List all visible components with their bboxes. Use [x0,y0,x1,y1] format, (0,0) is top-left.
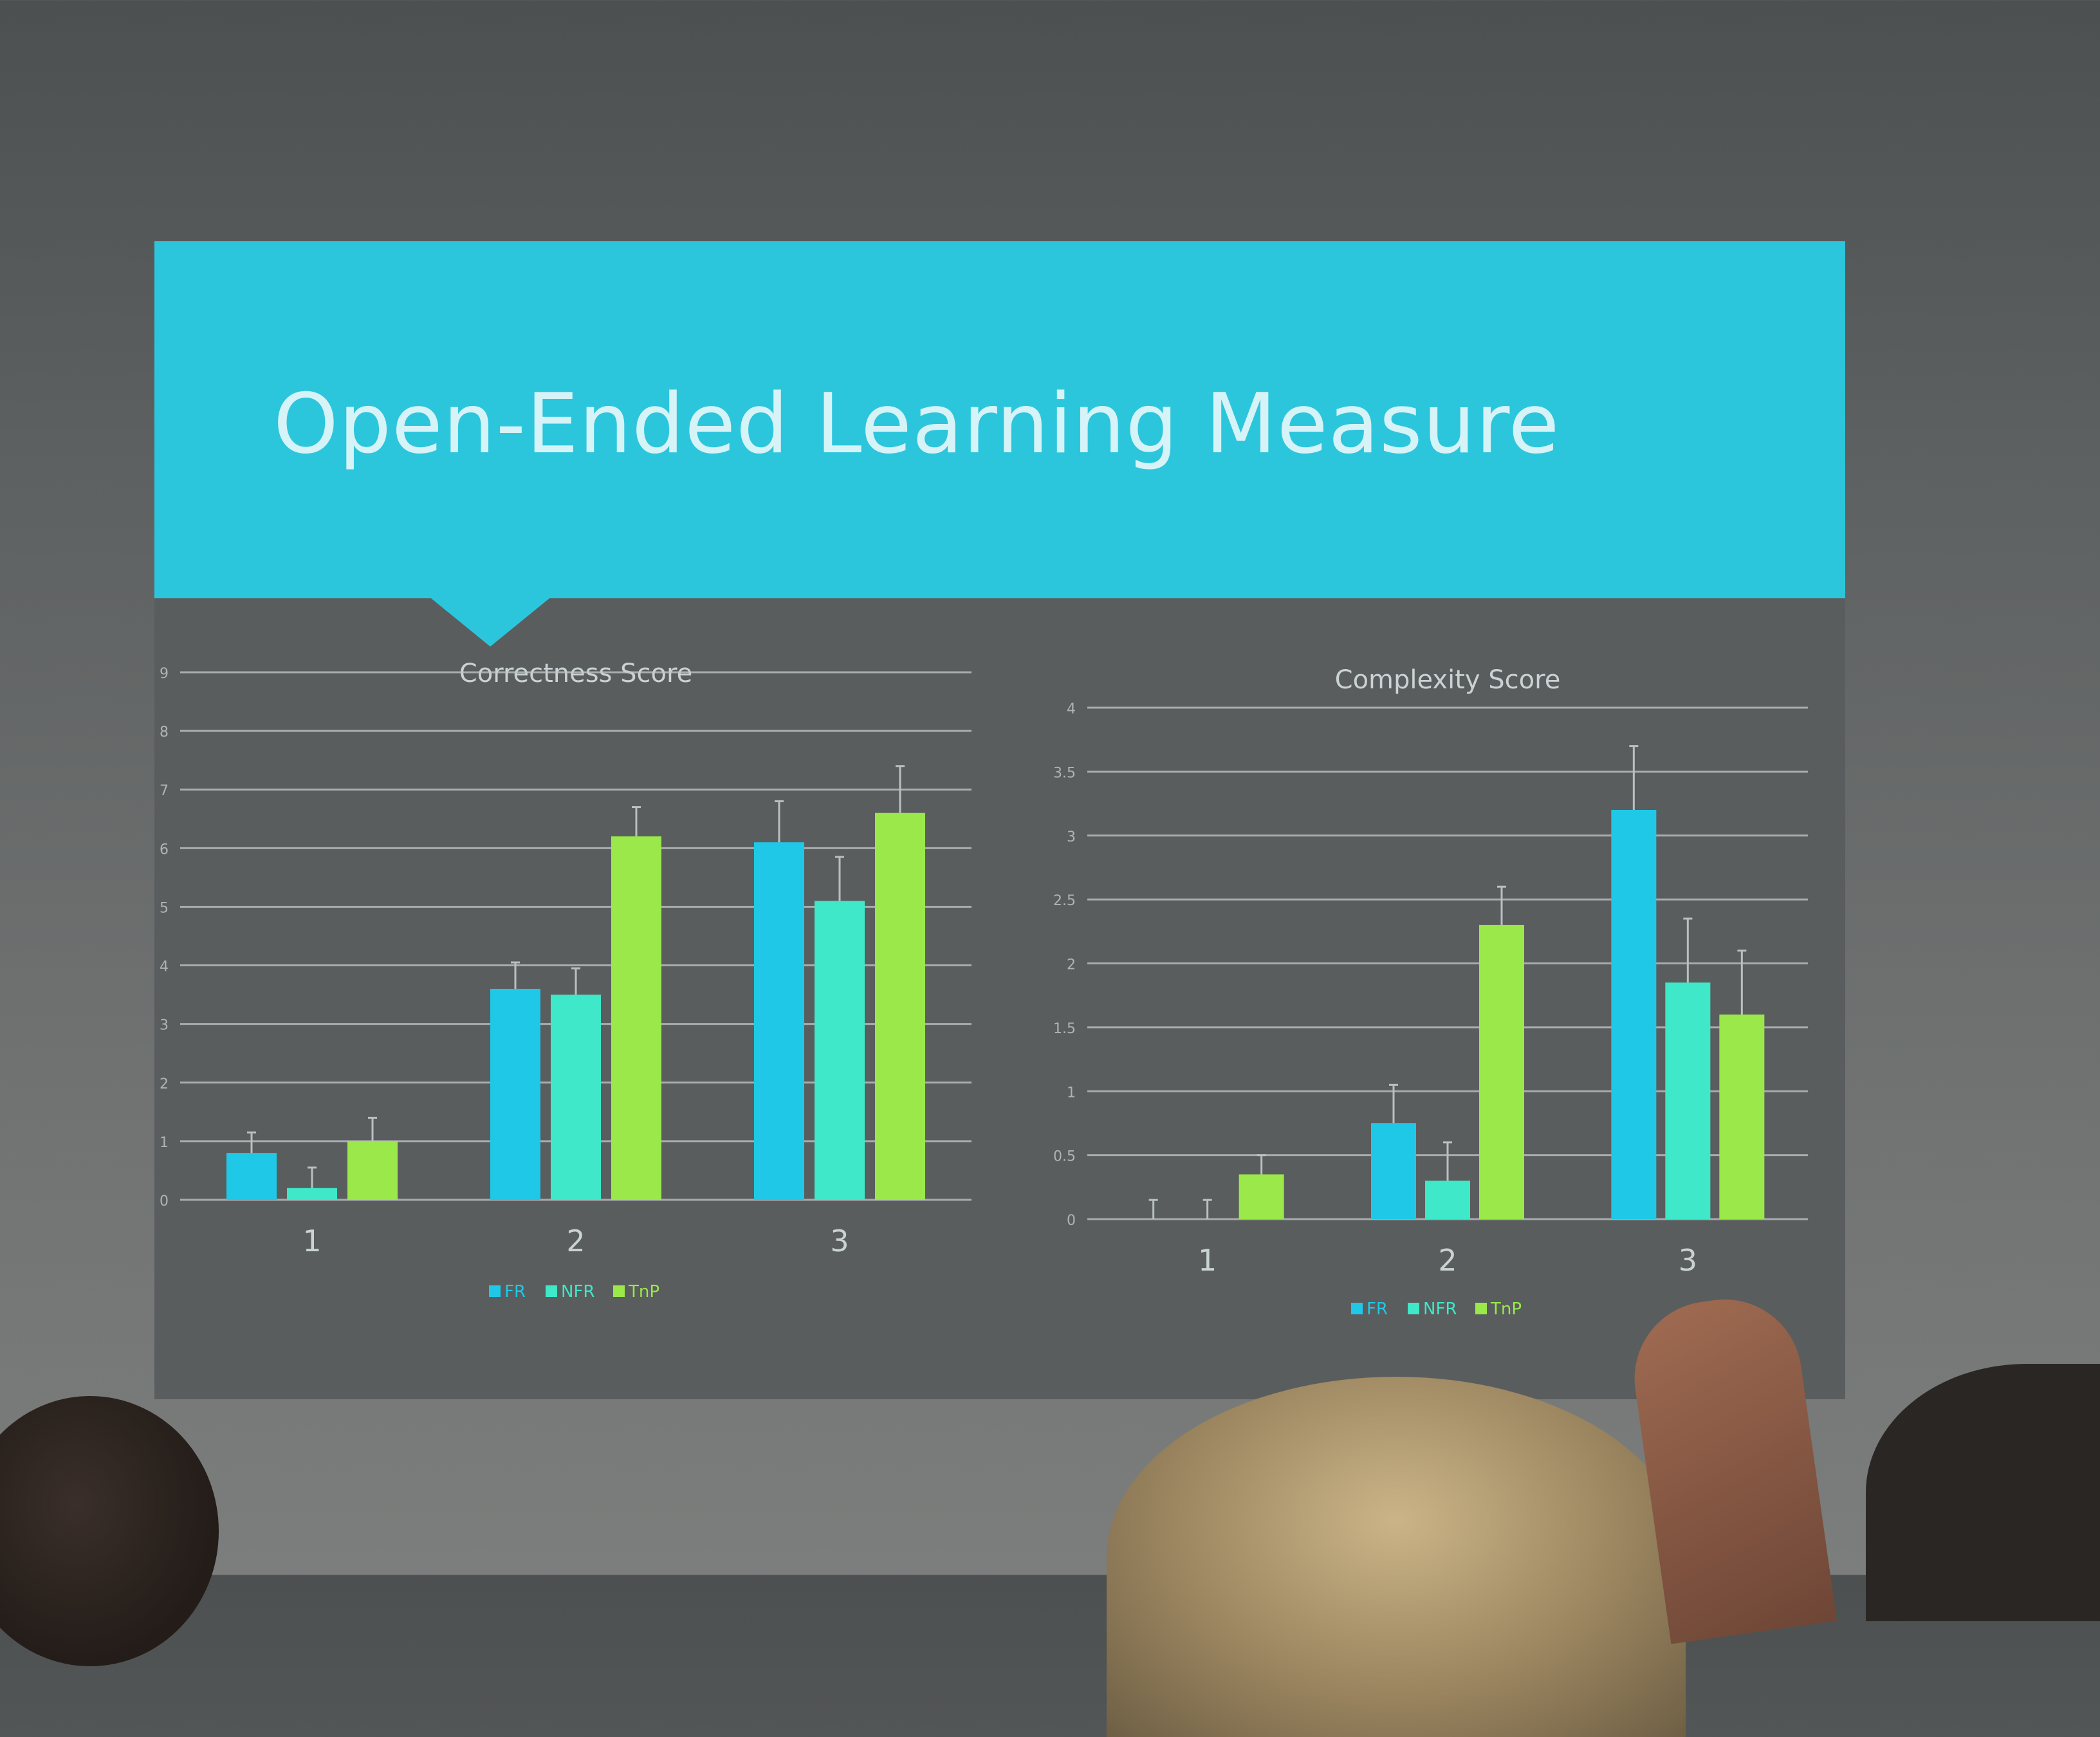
legend-swatch-nfr [546,1285,557,1297]
y-tick-label: 7 [160,783,169,799]
legend-label-nfr: NFR [561,1282,594,1301]
y-tick-label: 0.5 [1053,1149,1076,1165]
y-tick-label: 5 [160,900,169,916]
y-tick-label: 4 [1067,701,1076,717]
x-tick-label: 1 [1198,1243,1217,1278]
y-tick-label: 2 [160,1076,169,1092]
legend-label-tnp: TnP [628,1282,659,1301]
bar-fr-2 [1371,1123,1416,1219]
bar-fr-3 [754,842,804,1200]
y-tick-label: 3 [160,1018,169,1034]
title-banner: Open-Ended Learning Measure [154,241,1845,598]
banner-pointer [431,598,549,647]
x-tick-label: 1 [302,1224,321,1258]
y-tick-label: 1 [1067,1085,1076,1101]
x-tick-label: 2 [566,1224,585,1258]
bar-fr-1 [226,1153,277,1200]
y-tick-label: 4 [160,959,169,975]
legend-swatch-fr [1351,1303,1363,1314]
legend-swatch-nfr [1408,1303,1419,1314]
y-tick-label: 9 [160,666,169,682]
bar-nfr-2 [551,995,601,1200]
chart-title: Complexity Score [1335,665,1561,695]
x-tick-label: 3 [830,1224,849,1258]
legend-label-tnp: TnP [1490,1300,1522,1319]
y-tick-label: 0 [1067,1213,1076,1229]
legend-label-fr: FR [1367,1300,1388,1319]
y-tick-label: 6 [160,841,169,858]
correctness-chart: Correctness Score 0 1 2 3 4 5 6 7 8 9 1 2 3 FR NFR TnP [160,659,972,1301]
bar-tnp-1 [1239,1174,1284,1219]
y-tick-label: 0 [160,1193,169,1209]
bar-nfr-2 [1425,1181,1470,1219]
bar-nfr-3 [815,901,865,1200]
chart-title: Correctness Score [459,659,692,688]
complexity-chart: Complexity Score 0 0.5 1 1.5 2 2.5 3 3.5 4 1 2 3 FR NF… [1053,665,1808,1319]
slide-title: Open-Ended Learning Measure [273,376,1560,472]
legend-swatch-tnp [1475,1303,1487,1314]
audience-head-left [0,1396,219,1666]
y-tick-label: 2 [1067,957,1076,973]
bar-nfr-1 [287,1188,337,1200]
y-tick-label: 1 [160,1135,169,1151]
bar-tnp-2 [1479,924,1524,1219]
y-tick-label: 3 [1067,829,1076,845]
bar-tnp-3 [875,813,925,1200]
legend-swatch-tnp [613,1285,625,1297]
presenter-shoulder [1866,1364,2100,1621]
legend-label-nfr: NFR [1423,1300,1457,1319]
legend-label-fr: FR [504,1282,526,1301]
y-tick-label: 3.5 [1053,765,1076,781]
audience-head-center [1107,1377,1686,1737]
bar-tnp-2 [611,836,661,1200]
y-tick-label: 8 [160,724,169,740]
x-tick-label: 3 [1679,1243,1697,1278]
y-tick-label: 1.5 [1053,1021,1076,1037]
presentation-slide: Open-Ended Learning Measure Correctness … [154,241,1845,1399]
bar-tnp-3 [1719,1015,1765,1219]
bar-fr-3 [1611,810,1657,1219]
bar-nfr-3 [1665,982,1711,1219]
x-tick-label: 2 [1438,1243,1457,1278]
bar-fr-2 [490,989,540,1200]
y-tick-label: 2.5 [1053,893,1076,909]
legend-swatch-fr [489,1285,501,1297]
bar-tnp-1 [347,1141,398,1200]
